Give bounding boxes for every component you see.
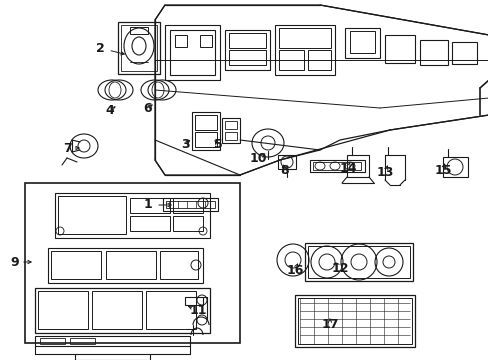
Bar: [35, 336, 190, 346]
Bar: [200, 35, 212, 47]
Bar: [130, 216, 170, 231]
Text: 11: 11: [189, 303, 206, 316]
Bar: [38, 291, 88, 329]
Bar: [442, 157, 467, 177]
Bar: [165, 201, 215, 208]
Bar: [173, 198, 203, 213]
Bar: [278, 155, 295, 169]
Bar: [163, 198, 218, 211]
Bar: [195, 132, 217, 147]
Bar: [70, 338, 95, 344]
Bar: [224, 30, 269, 70]
Text: 8: 8: [280, 163, 289, 176]
Text: 10: 10: [249, 152, 266, 165]
Bar: [305, 243, 412, 281]
Bar: [164, 25, 220, 80]
Text: 3: 3: [181, 139, 189, 152]
Text: 1: 1: [143, 198, 152, 211]
Bar: [130, 198, 170, 213]
Bar: [106, 251, 156, 279]
Bar: [279, 28, 330, 48]
Bar: [58, 196, 126, 234]
Bar: [346, 155, 368, 177]
Bar: [307, 246, 409, 278]
Bar: [345, 28, 379, 58]
Bar: [173, 216, 203, 231]
Bar: [384, 35, 414, 63]
Bar: [451, 42, 476, 64]
Bar: [228, 33, 265, 48]
Bar: [170, 30, 215, 75]
Bar: [48, 248, 203, 283]
Text: 6: 6: [143, 102, 152, 114]
Bar: [224, 121, 237, 129]
Bar: [146, 291, 196, 329]
Bar: [160, 251, 198, 279]
Bar: [184, 297, 203, 305]
Bar: [35, 288, 209, 333]
Bar: [222, 118, 240, 143]
Text: 2: 2: [96, 41, 104, 54]
Text: 16: 16: [286, 264, 303, 276]
Text: 12: 12: [330, 261, 348, 274]
Bar: [192, 112, 220, 150]
Bar: [121, 25, 157, 71]
Bar: [307, 50, 330, 70]
Text: 14: 14: [339, 162, 356, 175]
Text: 13: 13: [376, 166, 393, 179]
Bar: [297, 298, 411, 344]
Bar: [175, 35, 186, 47]
Bar: [25, 183, 240, 343]
Bar: [294, 295, 414, 347]
Bar: [40, 338, 65, 344]
Bar: [309, 160, 364, 172]
Bar: [228, 50, 265, 65]
Bar: [224, 132, 237, 140]
Polygon shape: [155, 5, 488, 175]
Bar: [419, 40, 447, 65]
Bar: [349, 31, 374, 53]
Bar: [51, 251, 101, 279]
Bar: [92, 291, 142, 329]
Text: 9: 9: [11, 256, 19, 269]
Bar: [274, 25, 334, 75]
Bar: [55, 193, 209, 238]
Bar: [130, 27, 148, 34]
Bar: [279, 50, 304, 70]
Text: 15: 15: [433, 163, 451, 176]
Bar: [195, 115, 217, 130]
Bar: [118, 22, 160, 74]
Text: 4: 4: [105, 104, 114, 117]
Bar: [312, 162, 360, 170]
Text: 17: 17: [321, 319, 338, 332]
Text: 7: 7: [63, 141, 72, 154]
Text: 5: 5: [213, 139, 222, 152]
